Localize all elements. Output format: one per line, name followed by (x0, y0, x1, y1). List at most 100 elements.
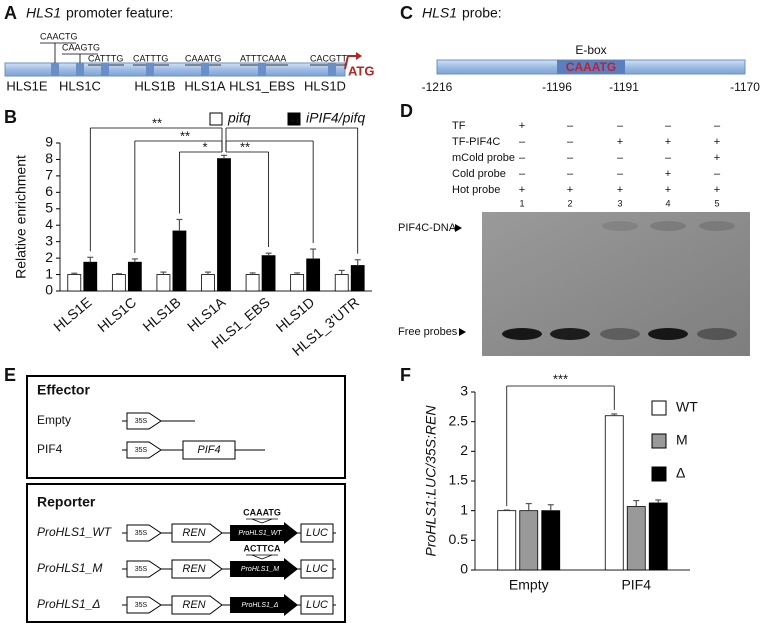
y-tick-label: 4 (45, 216, 53, 232)
luc-label: LUC (306, 599, 328, 611)
significance: ** (290, 115, 300, 130)
motif-site (76, 63, 84, 76)
significance: ** (180, 128, 190, 143)
y-tick-label: 1.5 (449, 472, 469, 488)
bar (519, 510, 539, 571)
row-label: Cold probe (452, 168, 506, 180)
gel-band (502, 328, 542, 340)
promoter-label: 35S (135, 418, 148, 425)
x-tick-label: HLS1B (139, 294, 183, 335)
bar (156, 274, 171, 292)
bar (111, 274, 126, 292)
row-label: TF (452, 120, 466, 132)
y-tick-label: 8 (45, 150, 53, 166)
lane-sign: – (519, 168, 526, 180)
shift-band (650, 221, 686, 231)
lane-sign: – (519, 152, 526, 164)
construct-label: ProHLS1_Δ (37, 597, 100, 611)
region-label: HLS1B (134, 78, 175, 93)
tss-arrowhead (356, 52, 362, 60)
free-label: Free probes (398, 326, 458, 338)
position-label: -1170 (730, 80, 760, 94)
ebox-label: E-box (575, 43, 606, 57)
lane-sign: + (714, 184, 720, 196)
panel-label: D (400, 101, 413, 121)
gene-label: PIF4 (197, 444, 220, 456)
legend-label: WT (676, 399, 698, 415)
gel-band (550, 328, 590, 340)
element (230, 594, 298, 616)
lane-sign: + (665, 136, 671, 148)
row-label: Hot probe (452, 184, 500, 196)
promoter (126, 596, 162, 614)
lane-sign: + (567, 184, 573, 196)
bar (541, 510, 561, 571)
motif: CAAATG (185, 53, 221, 63)
x-tick-label: HLS1E (50, 294, 94, 335)
bar (626, 506, 646, 571)
free-arrow (459, 328, 466, 336)
lane-sign: – (714, 168, 721, 180)
start-codon: ATG (348, 63, 374, 78)
bar (497, 510, 517, 571)
promoter-label: 35S (135, 530, 148, 537)
y-tick-label: 0.5 (449, 531, 469, 547)
bar (290, 274, 305, 292)
site-notch (251, 554, 273, 560)
panel-gene: HLS1 (26, 5, 61, 21)
ebox (557, 60, 625, 74)
panel-label: B (4, 107, 17, 127)
lane-sign: – (617, 120, 624, 132)
bar (172, 230, 187, 292)
legend-swatch (209, 112, 223, 126)
ren-label: REN (182, 527, 205, 539)
complex-label: PIF4C-DNA (398, 222, 457, 234)
promoter (126, 560, 162, 578)
lane-sign: – (567, 168, 574, 180)
row-label: TF-PIF4C (452, 136, 500, 148)
lane-sign: + (714, 136, 720, 148)
bar (648, 502, 668, 571)
site-notch (251, 518, 273, 524)
panel-gene: HLS1 (422, 5, 457, 21)
box-title: Reporter (37, 494, 96, 510)
lane-sign: + (665, 184, 671, 196)
panel-label: A (4, 3, 17, 23)
motif: CAAGTG (62, 42, 100, 52)
luc (300, 595, 334, 615)
effector-box (26, 375, 346, 479)
significance: * (202, 139, 207, 154)
y-tick-label: 1 (45, 265, 53, 281)
bar (201, 274, 215, 292)
y-tick-label: 0 (45, 282, 53, 298)
legend-swatch (651, 466, 667, 482)
lane-number: 4 (665, 198, 670, 208)
ren (171, 559, 223, 579)
luc-label: LUC (306, 527, 328, 539)
lane-sign: – (665, 120, 672, 132)
promoter (126, 441, 162, 459)
box-title: Effector (37, 382, 90, 398)
region-label: HLS1D (304, 78, 346, 93)
lane-sign: – (617, 152, 624, 164)
bar (67, 274, 82, 292)
motif: CATTTG (133, 53, 168, 63)
x-tick-label: Empty (509, 577, 549, 593)
motif: CAACTG (40, 31, 78, 41)
motif-site (201, 63, 209, 76)
lane-sign: – (567, 136, 574, 148)
region-label: HLS1A (184, 78, 226, 93)
panel-label: E (4, 365, 16, 385)
promoter-label: 35S (135, 602, 148, 609)
lane-number: 5 (714, 198, 719, 208)
construct-label: Empty (37, 413, 71, 427)
y-tick-label: 6 (45, 183, 53, 199)
significance: ** (152, 115, 162, 130)
legend-swatch (287, 112, 301, 126)
position-label: -1216 (422, 80, 453, 94)
gel-band (697, 328, 737, 340)
bar (350, 265, 365, 292)
position-label: -1196 (542, 80, 572, 94)
shift-band (699, 221, 735, 231)
